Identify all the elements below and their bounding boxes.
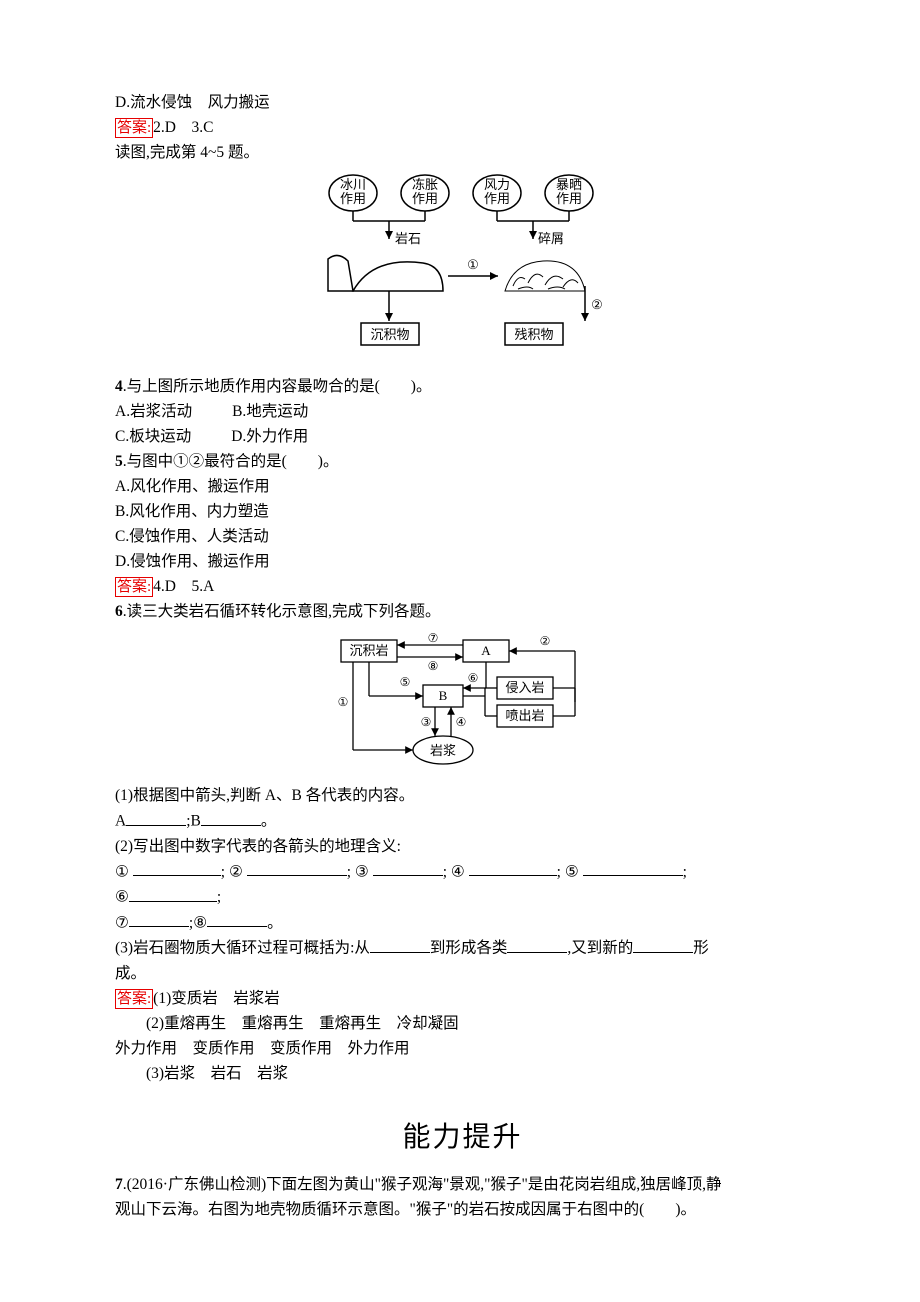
svg-text:②: ② bbox=[591, 297, 603, 312]
svg-text:⑦: ⑦ bbox=[427, 631, 438, 645]
svg-text:喷出岩: 喷出岩 bbox=[505, 708, 544, 723]
answer-45: 4.D 5.A bbox=[153, 578, 214, 595]
answer-45-line: 答案:4.D 5.A bbox=[115, 575, 810, 599]
svg-text:沉积岩: 沉积岩 bbox=[349, 643, 388, 658]
svg-text:③: ③ bbox=[420, 715, 431, 729]
svg-text:残积物: 残积物 bbox=[514, 327, 553, 342]
svg-text:作用: 作用 bbox=[483, 191, 509, 206]
svg-text:侵入岩: 侵入岩 bbox=[505, 680, 544, 695]
answer-6-line3: 外力作用 变质作用 变质作用 外力作用 bbox=[115, 1037, 810, 1061]
q5-stem: 5.与图中①②最符合的是( )。 bbox=[115, 450, 810, 474]
q6-part2-line1: ① ; ② ; ③ ; ④ ; ⑤ ; bbox=[115, 860, 810, 885]
q6-part2-a: (2)写出图中数字代表的各箭头的地理含义: bbox=[115, 835, 810, 859]
q6-stem: 6.读三大类岩石循环转化示意图,完成下列各题。 bbox=[115, 600, 810, 624]
svg-text:暴晒: 暴晒 bbox=[555, 177, 581, 192]
q6-part2-line3: ⑦;⑧。 bbox=[115, 911, 810, 936]
answer-23-line: 答案:2.D 3.C bbox=[115, 116, 810, 140]
svg-text:碎屑: 碎屑 bbox=[537, 231, 563, 246]
svg-text:作用: 作用 bbox=[411, 191, 437, 206]
answer-6-1: (1)变质岩 岩浆岩 bbox=[153, 990, 280, 1007]
answer-label: 答案: bbox=[115, 989, 153, 1009]
q5-option-c: C.侵蚀作用、人类活动 bbox=[115, 525, 810, 549]
answer-23: 2.D 3.C bbox=[153, 119, 213, 136]
q6-part1-b: A;B。 bbox=[115, 809, 810, 834]
svg-text:④: ④ bbox=[455, 715, 466, 729]
read-prompt-45: 读图,完成第 4~5 题。 bbox=[115, 141, 810, 165]
q4-stem: 44.与上图所示地质作用内容最吻合的是( )。.与上图所示地质作用内容最吻合的是… bbox=[115, 375, 810, 399]
q4-options-cd: C.板块运动D.外力作用 bbox=[115, 425, 810, 449]
svg-text:冰川: 冰川 bbox=[339, 177, 365, 192]
svg-text:岩石: 岩石 bbox=[394, 231, 420, 246]
svg-text:沉积物: 沉积物 bbox=[370, 327, 409, 342]
svg-text:作用: 作用 bbox=[339, 191, 365, 206]
q6-part2-line2: ⑥; bbox=[115, 885, 810, 910]
q7-a: .(2016·广东佛山检测)下面左图为黄山"猴子观海"景观,"猴子"是由花岗岩组… bbox=[123, 1176, 722, 1193]
svg-text:冻胀: 冻胀 bbox=[411, 177, 437, 192]
svg-text:作用: 作用 bbox=[555, 191, 581, 206]
svg-text:岩浆: 岩浆 bbox=[429, 743, 455, 758]
svg-text:⑧: ⑧ bbox=[427, 659, 438, 673]
q7-line1: 7.(2016·广东佛山检测)下面左图为黄山"猴子观海"景观,"猴子"是由花岗岩… bbox=[115, 1173, 810, 1197]
svg-text:⑥: ⑥ bbox=[467, 671, 478, 685]
q4-options-ab: A.岩浆活动B.地壳运动 bbox=[115, 400, 810, 424]
answer-6-line2: (2)重熔再生 重熔再生 重熔再生 冷却凝固 bbox=[115, 1012, 810, 1036]
q6-part1-a: (1)根据图中箭头,判断 A、B 各代表的内容。 bbox=[115, 784, 810, 808]
q5-option-d: D.侵蚀作用、搬运作用 bbox=[115, 550, 810, 574]
svg-text:A: A bbox=[481, 643, 491, 658]
svg-text:⑤: ⑤ bbox=[399, 675, 410, 689]
answer-6-line4: (3)岩浆 岩石 岩浆 bbox=[115, 1062, 810, 1086]
q7-line2: 观山下云海。右图为地壳物质循环示意图。"猴子"的岩石按成因属于右图中的( )。 bbox=[115, 1198, 810, 1222]
answer-label: 答案: bbox=[115, 118, 153, 138]
svg-text:②: ② bbox=[539, 634, 550, 648]
svg-text:①: ① bbox=[337, 695, 348, 709]
figure-2: 沉积岩 A B 侵入岩 喷出岩 岩浆 bbox=[115, 630, 810, 778]
q6-part3-line2: 成。 bbox=[115, 962, 810, 986]
answer-label: 答案: bbox=[115, 577, 153, 597]
q5-option-b: B.风化作用、内力塑造 bbox=[115, 500, 810, 524]
q5-option-a: A.风化作用、搬运作用 bbox=[115, 475, 810, 499]
q6-part3-line1: (3)岩石圈物质大循环过程可概括为:从到形成各类,又到新的形 bbox=[115, 936, 810, 961]
q3-option-d: D.流水侵蚀 风力搬运 bbox=[115, 91, 810, 115]
answer-6-line1: 答案:(1)变质岩 岩浆岩 bbox=[115, 987, 810, 1011]
section-title: 能力提升 bbox=[115, 1116, 810, 1159]
svg-text:①: ① bbox=[467, 257, 479, 272]
figure-1: 冰川作用 冻胀作用 风力作用 暴晒作用 岩石 碎屑 bbox=[115, 171, 810, 369]
svg-text:风力: 风力 bbox=[483, 177, 509, 192]
svg-text:B: B bbox=[438, 688, 447, 703]
